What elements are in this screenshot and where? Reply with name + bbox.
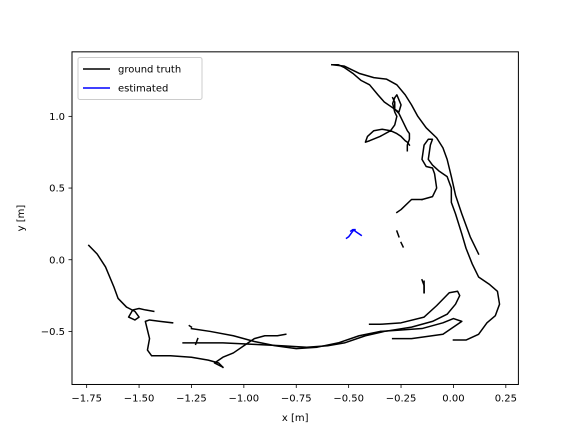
x-tick-label: −0.50 [333, 393, 364, 404]
y-axis-label: y [m] [16, 205, 27, 232]
series-ground-truth-segment-5 [421, 138, 501, 341]
series-ground-truth-segment-1 [144, 319, 224, 369]
series-ground-truth-segment-4 [190, 317, 463, 350]
series-ground-truth-segment-2 [213, 333, 287, 369]
y-tick-label: 0.5 [49, 184, 65, 195]
plot-frame [71, 51, 519, 385]
x-tick-label: 0.25 [495, 393, 517, 404]
y-tick-label: 1.0 [49, 112, 65, 123]
series-ground-truth-segment-14 [194, 337, 199, 346]
x-tick-label: −1.75 [71, 393, 102, 404]
series-ground-truth-segment-8 [331, 63, 480, 256]
y-tick-label: −0.5 [41, 327, 65, 338]
series-layer [87, 63, 501, 369]
series-ground-truth-segment-3 [182, 290, 461, 348]
series-ground-truth-segment-11 [400, 241, 405, 248]
series-ground-truth-segment-0 [87, 244, 155, 321]
x-tick-label: −1.25 [176, 393, 207, 404]
series-ground-truth-segment-10 [395, 230, 400, 238]
legend: ground truth estimated [77, 57, 203, 100]
legend-label-estimated: estimated [118, 84, 168, 95]
x-tick-label: −0.25 [386, 393, 417, 404]
series-ground-truth-segment-7 [331, 63, 411, 152]
y-tick-label: 0.0 [49, 255, 65, 266]
series-estimated-segment-1 [349, 228, 356, 233]
series-ground-truth-segment-9 [364, 94, 411, 147]
x-tick-label: −1.00 [229, 393, 260, 404]
x-tick-label: −0.75 [281, 393, 312, 404]
series-ground-truth-segment-15 [188, 324, 193, 329]
legend-label-ground-truth: ground truth [118, 65, 181, 76]
x-tick-label: −1.50 [124, 393, 155, 404]
legend-frame [77, 57, 203, 100]
series-ground-truth-segment-6 [395, 198, 423, 214]
x-axis-label: x [m] [282, 413, 309, 424]
x-tick-label: 0.00 [442, 393, 464, 404]
ticks-layer: −1.75 −1.50 −1.25 −1.00 −0.75 −0.50 −0.25 0.00 0… [41, 112, 517, 405]
